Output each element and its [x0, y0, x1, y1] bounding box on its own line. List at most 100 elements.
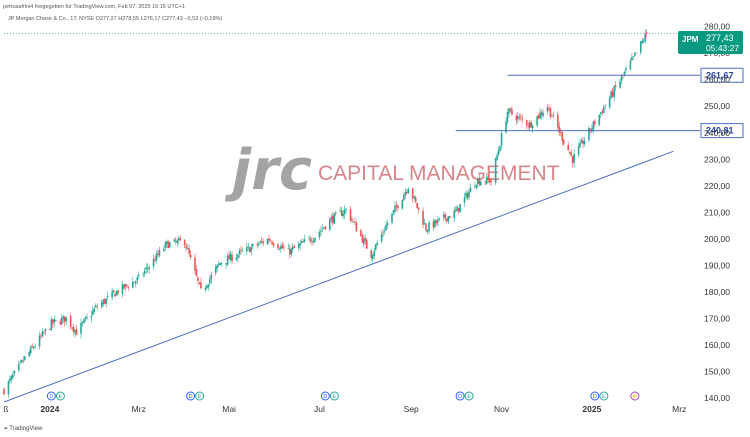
candle-body: [330, 217, 333, 220]
event-marker-dividend[interactable]: D: [590, 391, 600, 401]
candle-2024-08-20: [392, 209, 395, 216]
candle-body: [515, 115, 518, 121]
candle-2024-09-09: [422, 207, 424, 228]
candle-body: [206, 285, 208, 289]
candle-2024-04-16: [206, 283, 208, 290]
share-info: petrusafrini4 freigegeben für TradingVie…: [3, 4, 185, 10]
candle-2024-10-11: [469, 183, 472, 193]
candle-body: [506, 111, 509, 122]
candles-layer: [3, 29, 648, 398]
candle-body: [280, 246, 282, 249]
candle-2024-01-02: [50, 316, 53, 331]
candle-2025-01-17: [614, 81, 617, 92]
candle-2024-12-10: [558, 122, 561, 137]
event-marker-dividend[interactable]: D: [455, 391, 465, 401]
candle-body: [505, 121, 507, 133]
candle-2024-12-20: [573, 149, 575, 168]
x-tick-label: ß: [3, 404, 8, 414]
candle-body: [631, 57, 633, 61]
candle-2024-08-08: [374, 243, 377, 252]
candle-body: [204, 287, 207, 290]
candle-2024-02-01: [95, 303, 97, 308]
candle-body: [374, 244, 377, 250]
trendline-layer: [3, 150, 674, 403]
candle-2024-03-25: [173, 238, 176, 243]
candle-2024-03-14: [157, 249, 159, 258]
candle-2024-08-02: [366, 238, 368, 249]
candle-body: [148, 267, 150, 270]
candle-body: [463, 197, 466, 203]
candle-2024-04-29: [225, 263, 227, 269]
candle-body: [355, 222, 358, 232]
candle-body: [152, 258, 155, 267]
candle-body: [614, 85, 617, 88]
candle-body: [92, 310, 94, 315]
event-marker-dividend[interactable]: D: [46, 391, 56, 401]
candle-2024-10-03: [457, 207, 460, 215]
candle-body: [423, 223, 426, 225]
candle-body: [281, 244, 284, 249]
event-marker-earnings[interactable]: E: [195, 391, 205, 401]
candle-2024-02-15: [115, 290, 118, 296]
candle-body: [599, 112, 602, 115]
candle-body: [247, 246, 250, 248]
candle-body: [644, 33, 647, 42]
watermark-text: CAPITAL MANAGEMENT: [318, 162, 560, 185]
candle-2024-11-06: [508, 107, 510, 118]
candle-body: [428, 222, 430, 232]
event-marker-earnings[interactable]: E: [599, 391, 609, 401]
event-marker-earnings[interactable]: E: [329, 391, 339, 401]
x-tick-label: 2025: [582, 404, 601, 414]
candle-2024-12-02: [546, 104, 549, 115]
candle-body: [238, 250, 241, 255]
candle-2024-02-26: [132, 276, 134, 289]
event-marker-earnings[interactable]: E: [464, 391, 474, 401]
candle-body: [579, 142, 581, 148]
candle-body: [166, 240, 168, 244]
event-marker-earnings[interactable]: E: [55, 391, 65, 401]
candle-body: [283, 247, 285, 249]
candle-2024-11-22: [531, 123, 534, 134]
candle-body: [520, 116, 522, 118]
candle-body: [173, 239, 176, 242]
event-circle: [195, 391, 205, 401]
event-marker-split[interactable]: ⚡: [630, 391, 640, 401]
candle-2024-05-09: [240, 245, 242, 255]
candle-body: [376, 242, 378, 245]
candle-2024-07-23: [351, 216, 353, 224]
candle-body: [414, 197, 417, 202]
candle-2023-12-04: [7, 379, 10, 398]
event-marker-dividend[interactable]: D: [320, 391, 330, 401]
candle-2024-05-20: [256, 241, 259, 249]
candle-body: [642, 40, 645, 42]
candle-2024-04-24: [217, 261, 220, 267]
candle-body: [145, 267, 147, 270]
candle-body: [380, 233, 383, 242]
candle-2024-03-07: [146, 263, 149, 273]
candle-2024-03-28: [177, 235, 180, 245]
candle-body: [103, 299, 106, 304]
candle-body: [500, 133, 503, 146]
event-marker-dividend[interactable]: D: [186, 391, 196, 401]
candle-body: [371, 255, 374, 259]
y-tick-label: 140,00: [704, 393, 730, 403]
candle-2025-01-28: [631, 53, 633, 62]
candle-body: [557, 114, 559, 128]
candle-body: [262, 241, 264, 244]
candle-2024-10-02: [456, 204, 458, 212]
candle-2024-03-11: [152, 254, 155, 271]
candle-body: [469, 187, 472, 193]
candle-2025-01-08: [601, 109, 604, 116]
candle-2024-09-23: [443, 211, 445, 222]
candle-2024-12-13: [562, 138, 565, 146]
candle-2024-03-20: [166, 239, 168, 249]
candle-body: [198, 282, 201, 284]
candle-body: [426, 229, 429, 232]
candle-2024-10-24: [488, 177, 491, 186]
candle-2024-08-21: [394, 201, 396, 215]
event-circle: [455, 391, 465, 401]
candle-body: [509, 108, 512, 111]
candle-body: [508, 108, 510, 114]
candle-body: [105, 298, 107, 304]
